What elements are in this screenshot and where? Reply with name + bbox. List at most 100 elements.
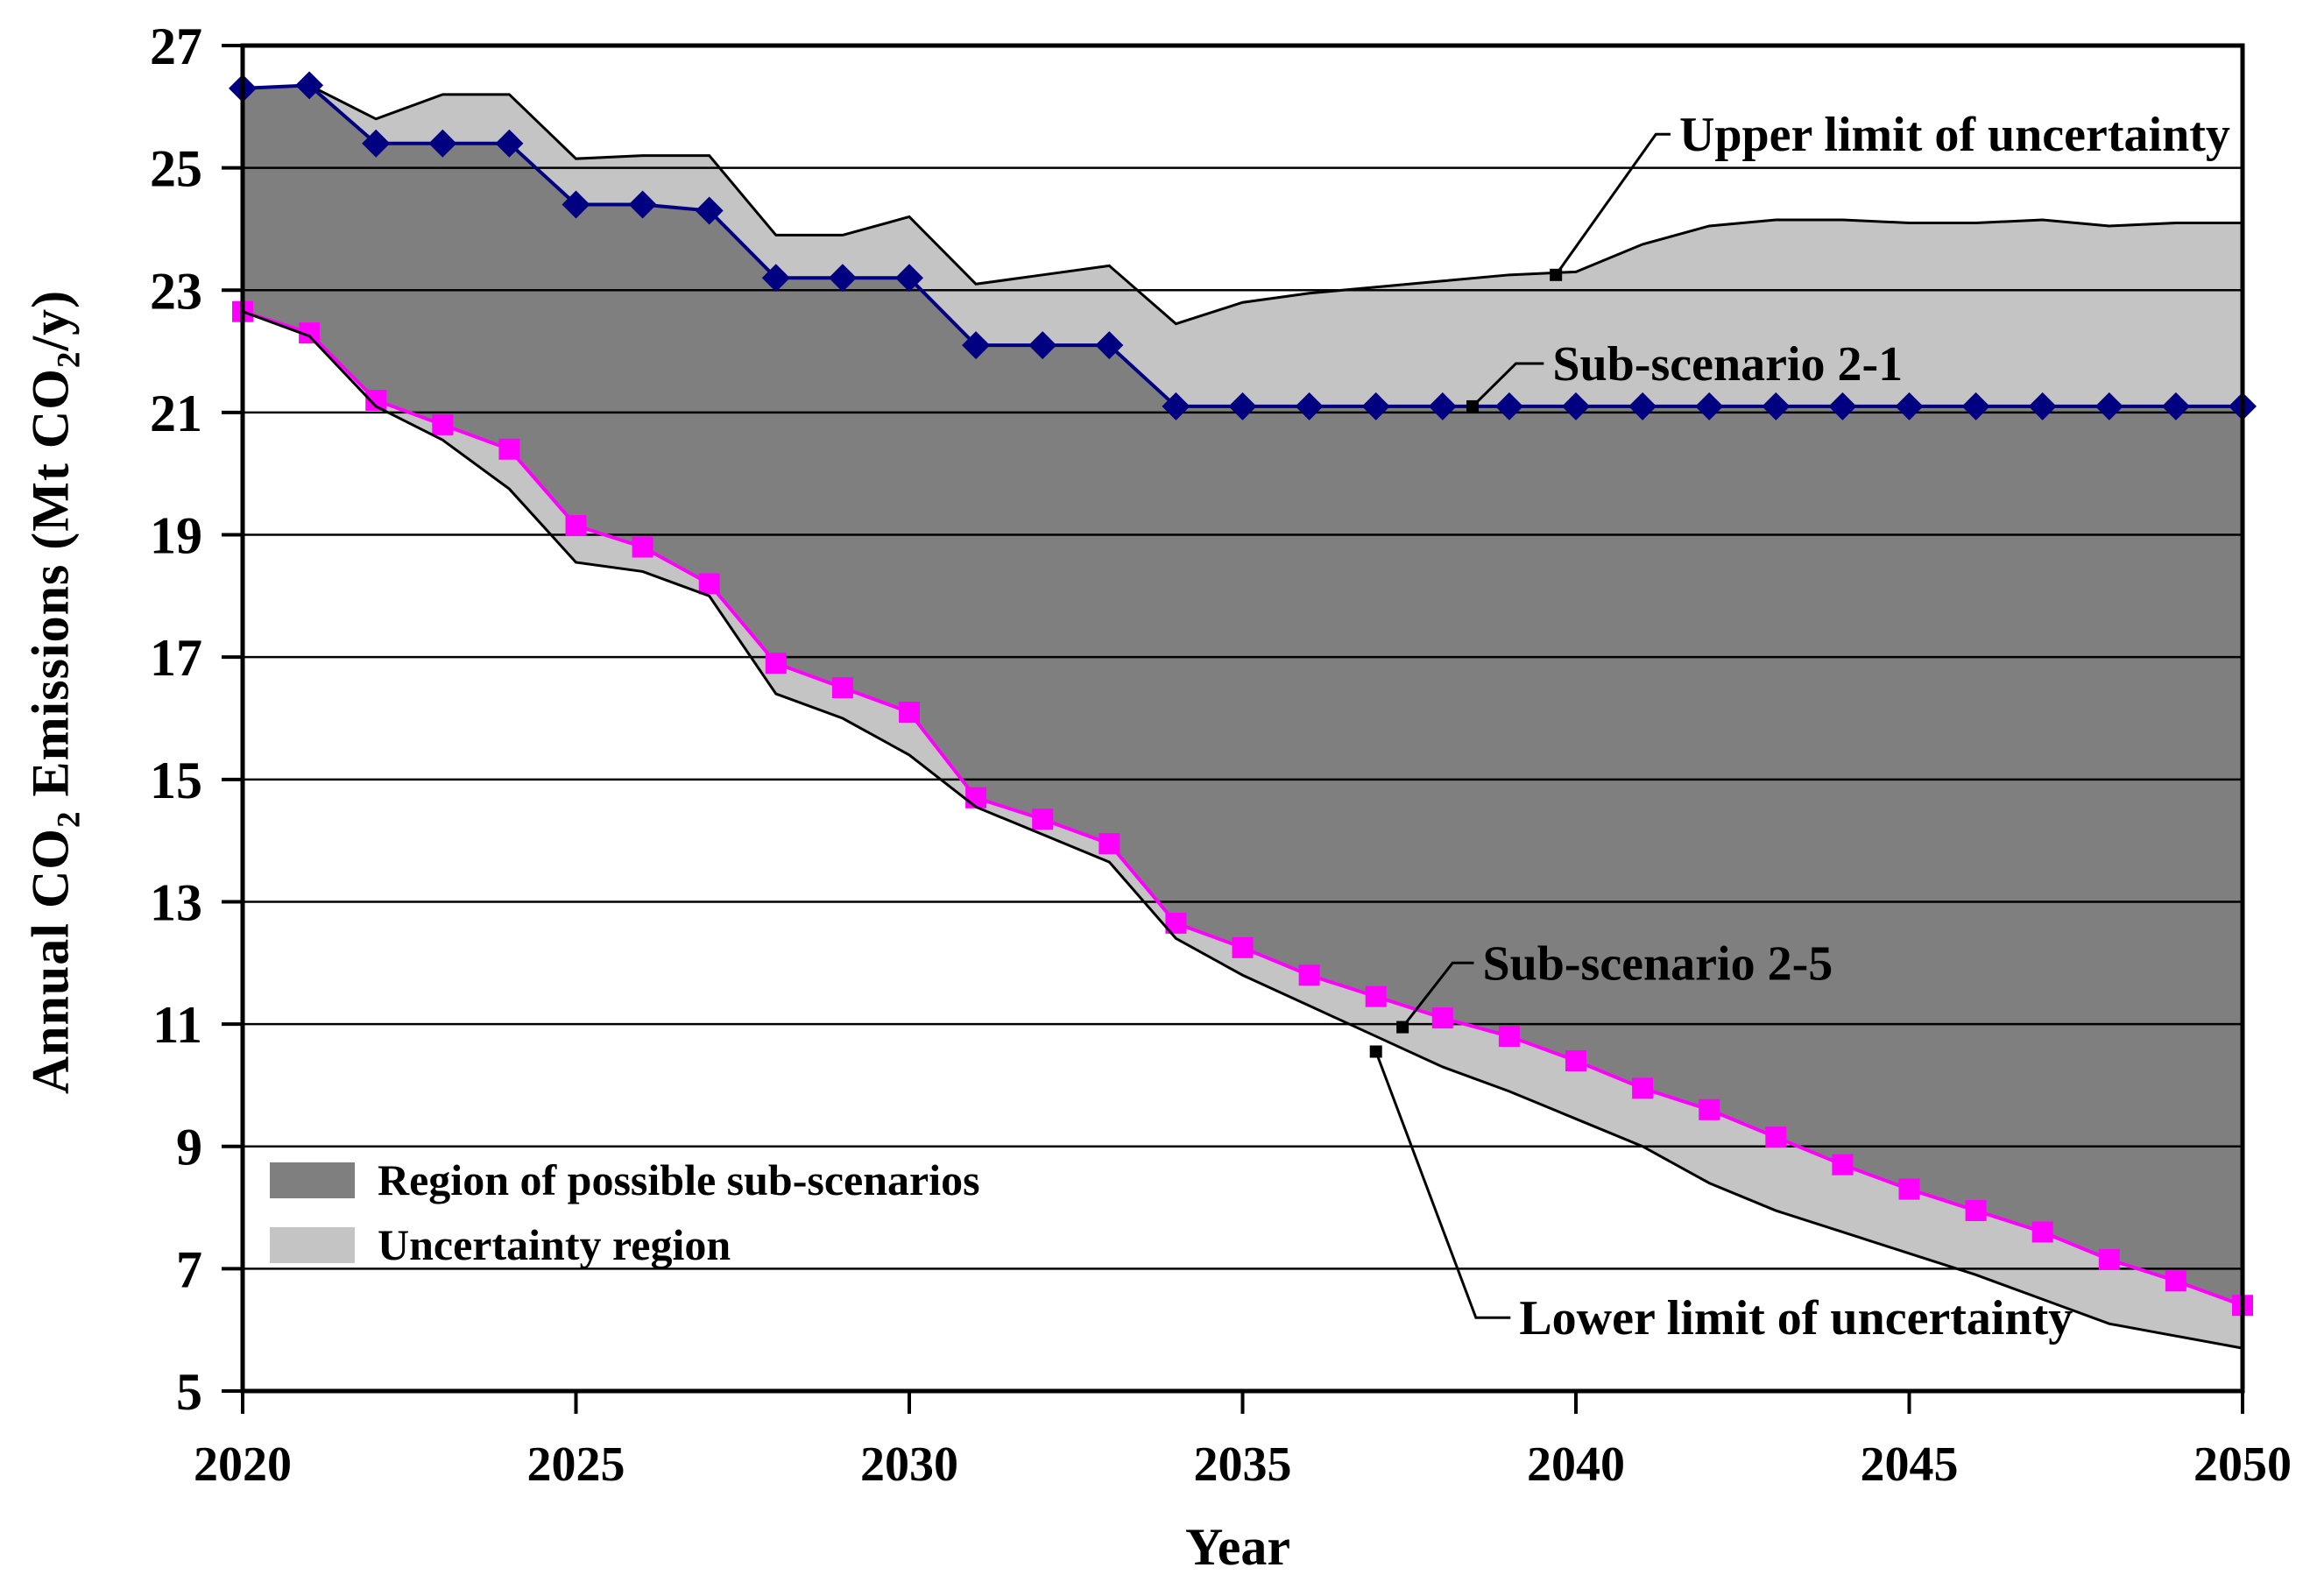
annotation-leader-line: [1401, 961, 1474, 1028]
diamond-marker: [1895, 392, 1924, 420]
square-marker: [1565, 1049, 1586, 1071]
diamond-marker: [2028, 392, 2057, 420]
y-tick-label: 27: [150, 18, 202, 75]
y-title-text: Annual CO: [21, 828, 80, 1095]
legend-label: Region of possible sub-scenarios: [378, 1155, 980, 1204]
y-tick-label: 11: [152, 996, 202, 1054]
x-tick-label: 2030: [860, 1437, 958, 1492]
annotation-label-sub-scenario-2-5: Sub-scenario 2-5: [1482, 936, 1833, 991]
square-marker: [1232, 936, 1254, 958]
square-marker: [1765, 1126, 1787, 1148]
x-tick-label: 2020: [194, 1437, 292, 1492]
square-marker: [899, 702, 920, 724]
diamond-marker: [1562, 392, 1590, 420]
legend-item-region-of-possible-sub-scenarios: Region of possible sub-scenarios: [270, 1158, 980, 1202]
square-marker: [698, 573, 720, 595]
square-marker: [2165, 1270, 2186, 1292]
y-tick-label: 5: [176, 1363, 202, 1421]
series-line-upper-limit-of-uncertainty: [242, 83, 2243, 326]
y-axis-title: Annual CO2 Emissions (Mt CO2/y): [21, 290, 88, 1094]
square-marker: [632, 536, 653, 558]
y-title-subscript: 2: [51, 810, 88, 829]
y-tick-label: 7: [176, 1240, 202, 1298]
x-axis-title: Year: [1185, 1518, 1290, 1576]
y-tick-label: 17: [150, 629, 202, 687]
y-tick-label: 15: [150, 752, 202, 809]
x-tick-label: 2035: [1194, 1437, 1292, 1492]
x-tick-label: 2050: [2193, 1437, 2292, 1492]
square-marker: [831, 677, 853, 699]
y-tick-label: 19: [150, 507, 202, 565]
diamond-marker: [695, 196, 724, 225]
diamond-marker: [1095, 331, 1124, 360]
diamond-marker: [761, 264, 790, 293]
annotation-anchor-dot: [1396, 1020, 1409, 1034]
annotation-anchor-dot: [1369, 1045, 1382, 1058]
y-tick-label: 9: [176, 1119, 202, 1176]
annotation-leader-line: [1374, 1050, 1511, 1319]
diamond-marker: [1028, 331, 1057, 360]
diamond-marker: [2095, 392, 2123, 420]
square-marker: [1832, 1154, 1854, 1176]
diamond-marker: [1428, 392, 1457, 420]
x-tick-label: 2045: [1861, 1437, 1959, 1492]
legend-item-uncertainty-region: Uncertainty region: [270, 1223, 980, 1267]
diamond-marker: [495, 129, 524, 158]
diamond-marker: [1695, 392, 1724, 420]
annotation-label-upper-limit-of-uncertainty: Upper limit of uncertainty: [1679, 108, 2230, 162]
diamond-marker: [628, 190, 657, 219]
y-tick-label: 23: [150, 262, 202, 320]
square-marker: [1098, 833, 1120, 855]
diamond-marker: [1162, 392, 1190, 420]
annotation-leader-line: [1471, 362, 1544, 407]
square-marker: [765, 653, 787, 674]
y-tick-label: 13: [150, 873, 202, 931]
diamond-marker: [2161, 392, 2190, 420]
square-marker: [498, 438, 520, 460]
square-marker: [1298, 964, 1320, 986]
diamond-marker: [1494, 392, 1523, 420]
square-marker: [1032, 809, 1054, 830]
diamond-marker: [1762, 392, 1791, 420]
square-marker: [1965, 1200, 1987, 1222]
legend-label: Uncertainty region: [378, 1220, 731, 1269]
diamond-marker: [1228, 392, 1257, 420]
square-marker: [1431, 1007, 1453, 1029]
diamond-marker: [1628, 392, 1657, 420]
y-title-text: Emissions (Mt CO: [21, 368, 80, 811]
annotation-anchor-dot: [1466, 399, 1480, 413]
region-region-of-possible-sub-scenarios: [243, 85, 2243, 1306]
y-title-subscript: 2: [51, 350, 88, 369]
diamond-marker: [295, 71, 324, 100]
annotation-anchor-dot: [1550, 268, 1563, 281]
annotation-label-sub-scenario-2-1: Sub-scenario 2-1: [1552, 337, 1903, 392]
y-tick-label: 21: [150, 385, 202, 442]
square-marker: [2098, 1248, 2120, 1270]
square-marker: [1365, 985, 1387, 1007]
square-marker: [432, 413, 454, 435]
square-marker: [1898, 1178, 1920, 1200]
square-marker: [965, 787, 987, 809]
y-title-text: /y): [21, 289, 80, 351]
chart-legend: Region of possible sub-scenarios Uncerta…: [270, 1158, 980, 1267]
diamond-marker: [1961, 392, 1990, 420]
square-marker: [2031, 1221, 2053, 1243]
series-line-lower-limit-of-uncertainty: [242, 310, 2243, 1350]
diamond-marker: [962, 331, 991, 360]
annotation-leader-line: [1554, 132, 1671, 276]
square-marker: [1699, 1098, 1720, 1120]
square-marker: [565, 515, 587, 537]
annotation-label-lower-limit-of-uncertainty: Lower limit of uncertainty: [1519, 1291, 2073, 1345]
diamond-marker: [895, 264, 923, 293]
diamond-marker: [562, 190, 590, 219]
diamond-marker: [428, 129, 457, 158]
diamond-marker: [1828, 392, 1857, 420]
x-tick-label: 2040: [1527, 1437, 1625, 1492]
diamond-marker: [362, 129, 391, 158]
legend-swatch-light-gray: [270, 1226, 355, 1263]
diamond-marker: [1361, 392, 1390, 420]
square-marker: [1632, 1077, 1654, 1099]
square-marker: [1498, 1026, 1520, 1048]
